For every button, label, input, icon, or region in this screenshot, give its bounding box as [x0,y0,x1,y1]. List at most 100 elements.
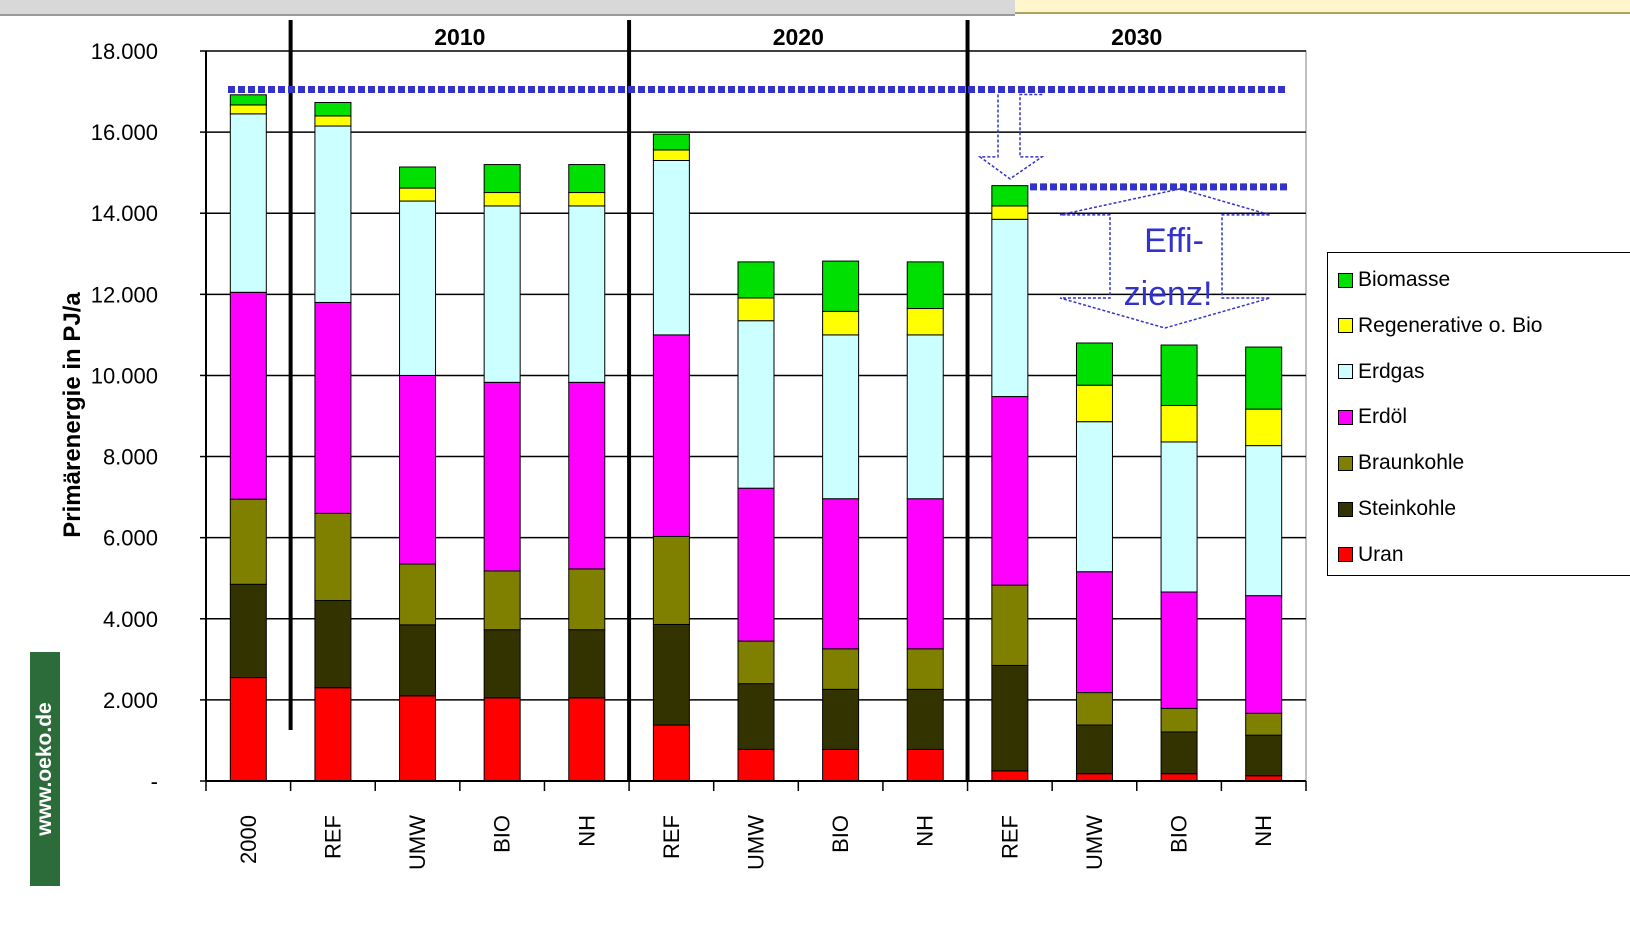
bar-3-biomasse [483,164,521,194]
bar-9-steinkohle [991,664,1029,772]
bar-7-erdöl [822,498,860,650]
bar-9-erdöl [991,396,1029,586]
x-tick-label-6: UMW [744,815,769,870]
bar-0-biomasse [229,94,267,106]
bar-9-uran [991,770,1029,782]
x-tick-label-12: NH [1251,815,1276,847]
top-bar-left [0,0,1015,16]
bars-layer [229,94,1283,782]
legend-label-1: Regenerative o. Bio [1358,313,1543,337]
chart-legend: Biomasse Regenerative o. Bio Erdgas Erdöl Br… [1327,252,1630,576]
bar-8-erdgas [906,334,944,500]
bar-11-regenerative-o-bio [1160,404,1198,443]
legend-swatch-4 [1338,455,1353,471]
bar-12-biomasse [1245,346,1283,410]
bar-12-regenerative-o-bio [1245,408,1283,447]
bar-5-erdöl [652,334,690,537]
legend-label-5: Steinkohle [1358,497,1457,520]
bar-3-steinkohle [483,629,521,699]
x-tick-label-9: REF [997,815,1022,859]
group-label-2030: 2030 [1111,24,1162,50]
bar-2-biomasse [399,166,437,189]
y-tick-label-9: 18.000 [91,39,158,64]
bar-1-erdöl [314,301,352,514]
bar-0-steinkohle [229,583,267,679]
bar-7-braunkohle [822,648,860,690]
legend-item-4: Braunkohle [1338,448,1464,478]
bar-9-regenerative-o-bio [991,205,1029,220]
x-tick-label-4: NH [574,815,599,847]
bar-0-erdgas [229,113,267,293]
efficiency-annotation-line1: Effi- [1144,222,1204,260]
legend-label-0: Biomasse [1358,268,1451,291]
y-tick-label-0: - [151,769,158,794]
bar-9-braunkohle [991,584,1029,666]
bar-12-braunkohle [1245,712,1283,736]
legend-label-6: Uran [1358,542,1404,566]
bar-5-biomasse [652,133,690,151]
legend-item-6: Uran [1338,540,1404,570]
bar-4-erdgas [568,205,606,383]
bar-6-erdöl [737,487,775,642]
bar-10-braunkohle [1075,692,1113,726]
x-tick-label-7: BIO [828,815,853,853]
bar-0-erdöl [229,291,267,500]
bar-7-regenerative-o-bio [822,310,860,336]
bar-9-biomasse [991,185,1029,207]
bar-9-erdgas [991,218,1029,398]
bar-8-regenerative-o-bio [906,308,944,336]
x-tick-label-8: NH [913,815,938,847]
legend-label-4: Braunkohle [1358,451,1465,475]
y-tick-label-3: 6.000 [103,526,158,551]
y-tick-label-2: 4.000 [103,607,158,632]
legend-item-3: Erdöl [1338,402,1407,432]
bar-3-uran [483,697,521,782]
efficiency-arrow-small [977,93,1045,180]
y-tick-label-5: 10.000 [91,363,158,388]
bar-10-erdgas [1075,421,1113,573]
watermark-text: www.oeko.de [33,702,56,836]
bar-10-steinkohle [1075,724,1113,775]
bar-10-regenerative-o-bio [1075,384,1113,423]
legend-label-3: Erdöl [1358,405,1408,429]
bar-6-braunkohle [737,640,775,685]
x-tick-label-3: BIO [490,815,515,853]
x-tick-label-11: BIO [1167,815,1192,853]
legend-swatch-0 [1338,272,1353,288]
bar-5-braunkohle [652,535,690,625]
legend-label-2: Erdgas [1358,359,1425,383]
bar-5-steinkohle [652,623,690,726]
y-tick-label-7: 14.000 [91,201,158,226]
bar-10-biomasse [1075,342,1113,386]
top-bar-right [1015,0,1630,14]
bar-12-erdgas [1245,445,1283,597]
x-tick-label-0: 2000 [236,815,261,864]
group-label-2010: 2010 [434,24,485,50]
bar-2-erdöl [399,374,437,565]
group-label-2020: 2020 [773,24,824,50]
bar-6-steinkohle [737,683,775,750]
bar-2-steinkohle [399,624,437,697]
efficiency-arrow-large [1059,188,1271,329]
bar-5-regenerative-o-bio [652,149,690,161]
bar-8-erdöl [906,498,944,650]
bar-11-biomasse [1160,344,1198,406]
bar-4-uran [568,697,606,782]
bar-12-erdöl [1245,595,1283,714]
bar-4-erdöl [568,381,606,570]
bar-7-biomasse [822,260,860,312]
bar-11-erdgas [1160,441,1198,593]
legend-item-2: Erdgas [1338,357,1425,387]
x-tick-label-1: REF [320,815,345,859]
bar-5-erdgas [652,160,690,336]
labels-layer: - 2.000 4.000 6.000 8.000 10.000 12.000 14.000 1… [91,24,1276,870]
bar-11-uran [1160,773,1198,782]
bar-6-regenerative-o-bio [737,297,775,322]
bar-1-steinkohle [314,600,352,689]
bar-0-braunkohle [229,498,267,585]
bar-1-regenerative-o-bio [314,115,352,127]
bar-4-braunkohle [568,568,606,631]
bar-2-regenerative-o-bio [399,187,437,202]
legend-item-5: Steinkohle [1338,494,1456,524]
